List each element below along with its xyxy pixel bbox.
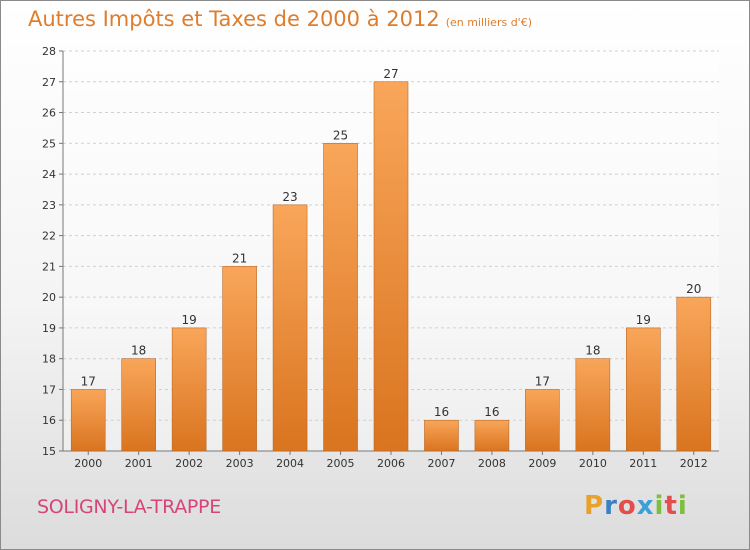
bar-2004 (272, 204, 308, 452)
x-tick-label-2005: 2005 (327, 457, 355, 470)
city-name: SOLIGNY-LA-TRAPPE (37, 496, 221, 518)
data-label-2010: 18 (585, 344, 600, 358)
data-label-2011: 19 (636, 313, 651, 327)
bar-2006 (373, 81, 409, 452)
x-tick-label-2012: 2012 (680, 457, 708, 470)
bar-2001 (121, 358, 156, 452)
x-tick-label-2001: 2001 (125, 457, 153, 470)
bar-2005 (323, 143, 358, 452)
bar-2002 (171, 327, 207, 452)
x-tick-label-2000: 2000 (74, 457, 102, 470)
x-tick-label-2004: 2004 (276, 457, 304, 470)
data-label-2003: 21 (232, 251, 247, 265)
y-tick-label: 23 (42, 199, 56, 212)
y-tick-label: 26 (42, 107, 56, 120)
data-label-2004: 23 (282, 190, 297, 204)
bar-2003 (222, 266, 257, 452)
x-tick-label-2010: 2010 (579, 457, 607, 470)
y-tick-label: 24 (42, 168, 56, 181)
x-tick-label-2006: 2006 (377, 457, 405, 470)
bar-2009 (525, 389, 560, 452)
bar-2000 (70, 389, 106, 452)
data-label-2007: 16 (434, 405, 449, 419)
x-tick-label-2007: 2007 (427, 457, 455, 470)
data-label-2002: 19 (182, 313, 197, 327)
bar-2011 (626, 327, 661, 452)
y-tick-label: 20 (42, 291, 56, 304)
x-tick-label-2011: 2011 (629, 457, 657, 470)
bar-2007 (424, 419, 459, 452)
data-label-2005: 25 (333, 128, 348, 142)
bar-2010 (575, 358, 611, 452)
y-tick-label: 16 (42, 414, 56, 427)
chart-subtitle: (en milliers d'€) (445, 16, 532, 29)
data-label-2001: 18 (131, 344, 146, 358)
data-label-2009: 17 (535, 374, 550, 388)
y-tick-label: 28 (42, 45, 56, 58)
y-tick-label: 22 (42, 230, 56, 243)
x-tick-label-2009: 2009 (528, 457, 556, 470)
x-tick-label-2003: 2003 (226, 457, 254, 470)
chart-title-text: Autres Impôts et Taxes de 2000 à 2012 (28, 7, 440, 31)
y-tick-label: 27 (42, 76, 56, 89)
chart-title: Autres Impôts et Taxes de 2000 à 2012 (en… (28, 7, 532, 31)
y-tick-label: 17 (42, 383, 56, 396)
data-label-2012: 20 (686, 282, 701, 296)
proxiti-logo[interactable]: Proxiti (584, 491, 688, 521)
data-label-2000: 17 (81, 374, 96, 388)
x-tick-label-2002: 2002 (175, 457, 203, 470)
y-tick-label: 19 (42, 322, 56, 335)
y-tick-label: 25 (42, 137, 56, 150)
y-tick-label: 18 (42, 353, 56, 366)
data-label-2006: 27 (383, 67, 398, 81)
y-tick-label: 15 (42, 445, 56, 458)
bar-2012 (676, 296, 712, 452)
x-tick-label-2008: 2008 (478, 457, 506, 470)
bar-2008 (474, 419, 510, 452)
y-tick-label: 21 (42, 260, 56, 273)
data-label-2008: 16 (484, 405, 499, 419)
